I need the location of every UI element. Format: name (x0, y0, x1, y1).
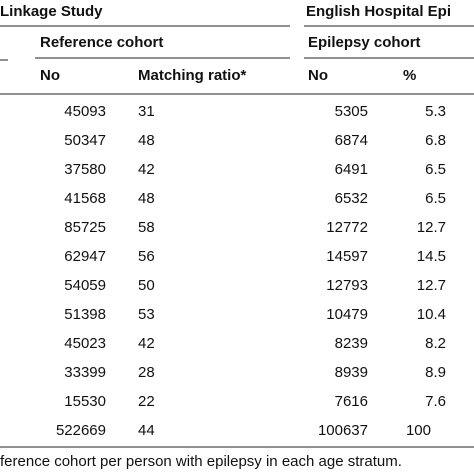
table-cell: 7.6 (425, 393, 446, 410)
table-cell: 6.5 (425, 161, 446, 178)
table-cell: 31 (138, 103, 155, 120)
column-header: % (403, 67, 416, 84)
table-cell: 50347 (64, 132, 106, 149)
table-cell: 15530 (64, 393, 106, 410)
column-header: No (40, 67, 60, 84)
table-cell: 8239 (335, 335, 368, 352)
table-cell: 48 (138, 190, 155, 207)
table-cell: 45093 (64, 103, 106, 120)
table-cell: 37580 (64, 161, 106, 178)
table-cell: 10479 (326, 306, 368, 323)
table-cell: 45023 (64, 335, 106, 352)
table-cell: 12.7 (417, 219, 446, 236)
table-cell: 6.5 (425, 190, 446, 207)
table-cell: 33399 (64, 364, 106, 381)
table-cell: 58 (138, 219, 155, 236)
table-cell: 14597 (326, 248, 368, 265)
column-header: Matching ratio* (138, 67, 247, 84)
table-cell: 41568 (64, 190, 106, 207)
group-header: Linkage Study (0, 3, 103, 20)
table-cell: 56 (138, 248, 155, 265)
table-cell: 12.7 (417, 277, 446, 294)
table-cell: 53 (138, 306, 155, 323)
table-cell: 6.8 (425, 132, 446, 149)
table-cell: 48 (138, 132, 155, 149)
subheader: Reference cohort (40, 34, 163, 51)
table-cell: 51398 (64, 306, 106, 323)
table-cell: 22 (138, 393, 155, 410)
table-cell: 100 (406, 422, 431, 439)
table-cell: 42 (138, 335, 155, 352)
table-cell: 8.9 (425, 364, 446, 381)
table-cell: 42 (138, 161, 155, 178)
column-header: No (308, 67, 328, 84)
table-cell: 8939 (335, 364, 368, 381)
table-cell: 54059 (64, 277, 106, 294)
table-cell: 28 (138, 364, 155, 381)
table-cell: 14.5 (417, 248, 446, 265)
table-cell: 85725 (64, 219, 106, 236)
table-cell: 8.2 (425, 335, 446, 352)
table-cell: 12793 (326, 277, 368, 294)
table-cell: 7616 (335, 393, 368, 410)
footnote: ference cohort per person with epilepsy … (0, 453, 402, 470)
table-cell: 100637 (318, 422, 368, 439)
table-cell: 6491 (335, 161, 368, 178)
table-cell: 5.3 (425, 103, 446, 120)
table-cell: 12772 (326, 219, 368, 236)
table-cell: 10.4 (417, 306, 446, 323)
table-cell: 62947 (64, 248, 106, 265)
table-cell: 522669 (56, 422, 106, 439)
table-cell: 6874 (335, 132, 368, 149)
table-cell: 44 (138, 422, 155, 439)
table-cell: 5305 (335, 103, 368, 120)
subheader: Epilepsy cohort (308, 34, 421, 51)
table-cell: 6532 (335, 190, 368, 207)
table-body: 45093 31 5305 5.3 50347 48 6874 6.8 37580 42 6491 6… (56, 103, 446, 439)
table-cell: 50 (138, 277, 155, 294)
group-header: English Hospital Epi (306, 3, 451, 20)
